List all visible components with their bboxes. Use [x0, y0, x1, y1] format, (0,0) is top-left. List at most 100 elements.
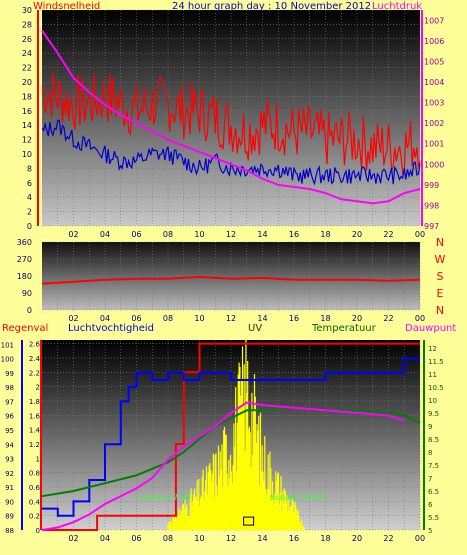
left-axis-title: Windsnelheid — [33, 1, 100, 12]
rain-tick-label: 1 — [36, 455, 40, 463]
left-tick-label: 26 — [22, 35, 32, 44]
x-tick-label: 14 — [257, 314, 267, 323]
temperature-tick-label: 10 — [428, 397, 437, 405]
direction-tick-label: 180 — [17, 272, 32, 281]
right-tick-label: 998 — [424, 201, 439, 210]
temperature-tick-label: 11.5 — [428, 358, 444, 366]
right-axis-title: Luchtdruk — [372, 1, 422, 12]
direction-tick-label: 90 — [22, 289, 32, 298]
rain-tick-label: 0 — [36, 527, 40, 535]
humidity-tick-label: 89 — [5, 513, 14, 521]
x-tick-label: 00 — [415, 314, 425, 323]
x-tick-label: 22 — [383, 534, 393, 543]
x-tick-label: 22 — [383, 230, 393, 239]
left-tick-label: 28 — [22, 20, 32, 29]
x-tick-label: 00 — [415, 534, 425, 543]
rain-tick-label: 1.8 — [29, 398, 40, 406]
annotation-sunset: Sunset: 16:46 — [270, 493, 326, 502]
left-tick-label: 24 — [22, 49, 32, 58]
x-tick-label: 04 — [100, 534, 110, 543]
right-tick-label: 1001 — [424, 140, 444, 149]
rain-tick-label: 2 — [36, 384, 40, 392]
rain-tick-label: 0.8 — [29, 470, 40, 478]
x-tick-label: 16 — [289, 314, 299, 323]
legend-regenval: Regenval — [2, 323, 48, 334]
legend-luchtvochtigheid: Luchtvochtigheid — [68, 323, 154, 334]
compass-label: N — [436, 304, 444, 317]
legend-uv: UV — [248, 323, 262, 334]
humidity-tick-label: 96 — [5, 413, 14, 421]
compass-label: W — [435, 253, 446, 266]
x-tick-label: 02 — [68, 314, 78, 323]
direction-tick-label: 0 — [27, 306, 32, 315]
left-tick-label: 10 — [22, 150, 32, 159]
x-tick-label: 04 — [100, 230, 110, 239]
temperature-tick-label: 9 — [428, 423, 432, 431]
temperature-tick-label: 7 — [428, 475, 432, 483]
right-tick-label: 1002 — [424, 119, 444, 128]
x-tick-label: 08 — [163, 230, 173, 239]
x-tick-label: 10 — [194, 230, 204, 239]
series-dewpoint — [41, 401, 405, 531]
right-tick-label: 1000 — [424, 160, 444, 169]
humidity-tick-label: 101 — [1, 341, 14, 349]
x-tick-label: 18 — [320, 314, 330, 323]
humidity-tick-label: 92 — [5, 470, 14, 478]
x-tick-label: 10 — [194, 314, 204, 323]
x-tick-label: 18 — [320, 230, 330, 239]
x-tick-label: 02 — [68, 230, 78, 239]
x-tick-label: 08 — [163, 534, 173, 543]
humidity-tick-label: 95 — [5, 427, 14, 435]
x-tick-label: 16 — [289, 534, 299, 543]
temperature-tick-label: 9.5 — [428, 410, 439, 418]
left-tick-label: 14 — [22, 121, 32, 130]
temperature-tick-label: 7.5 — [428, 462, 439, 470]
humidity-tick-label: 91 — [5, 484, 14, 492]
right-tick-label: 1004 — [424, 78, 444, 87]
humidity-tick-label: 97 — [5, 398, 14, 406]
left-tick-label: 6 — [27, 179, 32, 188]
temperature-tick-label: 5 — [428, 527, 432, 535]
compass-label: E — [437, 287, 444, 300]
x-tick-label: 16 — [289, 230, 299, 239]
left-tick-label: 2 — [27, 208, 32, 217]
temperature-tick-label: 6.5 — [428, 488, 439, 496]
x-tick-label: 22 — [383, 314, 393, 323]
x-tick-label: 02 — [68, 534, 78, 543]
humidity-tick-label: 99 — [5, 370, 14, 378]
left-tick-label: 22 — [22, 64, 32, 73]
x-tick-label: 20 — [352, 314, 362, 323]
rain-tick-label: 2.6 — [29, 341, 41, 349]
x-tick-label: 18 — [320, 534, 330, 543]
x-tick-label: 06 — [131, 314, 141, 323]
left-tick-label: 8 — [27, 164, 32, 173]
temperature-tick-label: 5.5 — [428, 514, 439, 522]
right-tick-label: 997 — [424, 222, 439, 231]
humidity-tick-label: 93 — [5, 456, 14, 464]
temperature-tick-label: 10.5 — [428, 384, 444, 392]
right-tick-label: 1003 — [424, 99, 444, 108]
left-tick-label: 18 — [22, 92, 32, 101]
x-tick-label: 20 — [352, 534, 362, 543]
humidity-tick-label: 94 — [5, 441, 14, 449]
x-tick-label: 10 — [194, 534, 204, 543]
humidity-tick-label: 88 — [5, 527, 14, 535]
rain-tick-label: 1.6 — [29, 412, 41, 420]
rain-tick-label: 2.4 — [29, 355, 41, 363]
temperature-tick-label: 11 — [428, 371, 437, 379]
legend-dauwpunt: Dauwpunt — [405, 323, 456, 334]
x-tick-label: 00 — [415, 230, 425, 239]
direction-tick-label: 360 — [17, 238, 32, 247]
x-tick-label: 14 — [257, 534, 267, 543]
series-pressure — [41, 30, 421, 205]
left-tick-label: 16 — [22, 107, 32, 116]
annotation-sunrise: Sunrise: 7:59 — [138, 493, 191, 502]
compass-label: N — [436, 236, 444, 249]
series-temperature — [41, 406, 421, 498]
x-tick-label: 14 — [257, 230, 267, 239]
right-tick-label: 1006 — [424, 37, 444, 46]
right-tick-label: 1005 — [424, 57, 444, 66]
rain-tick-label: 1.2 — [29, 441, 40, 449]
